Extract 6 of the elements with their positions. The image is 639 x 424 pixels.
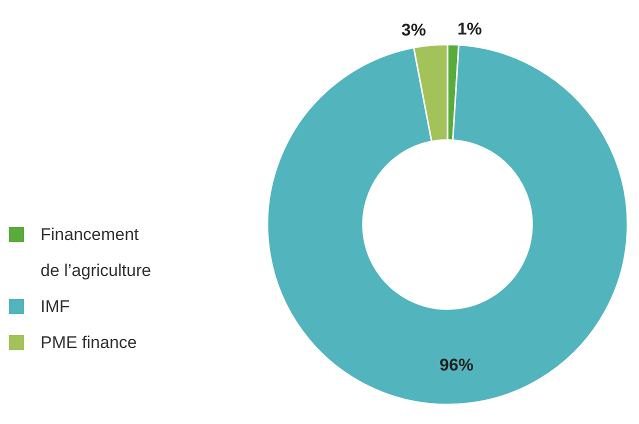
legend-label: PME finance <box>40 333 137 352</box>
legend-label: Financement de l’agriculture <box>40 225 152 280</box>
legend-label: IMF <box>40 297 70 316</box>
data-label: 1% <box>457 20 482 39</box>
data-label: 3% <box>401 20 426 40</box>
data-label: 96% <box>439 355 474 374</box>
